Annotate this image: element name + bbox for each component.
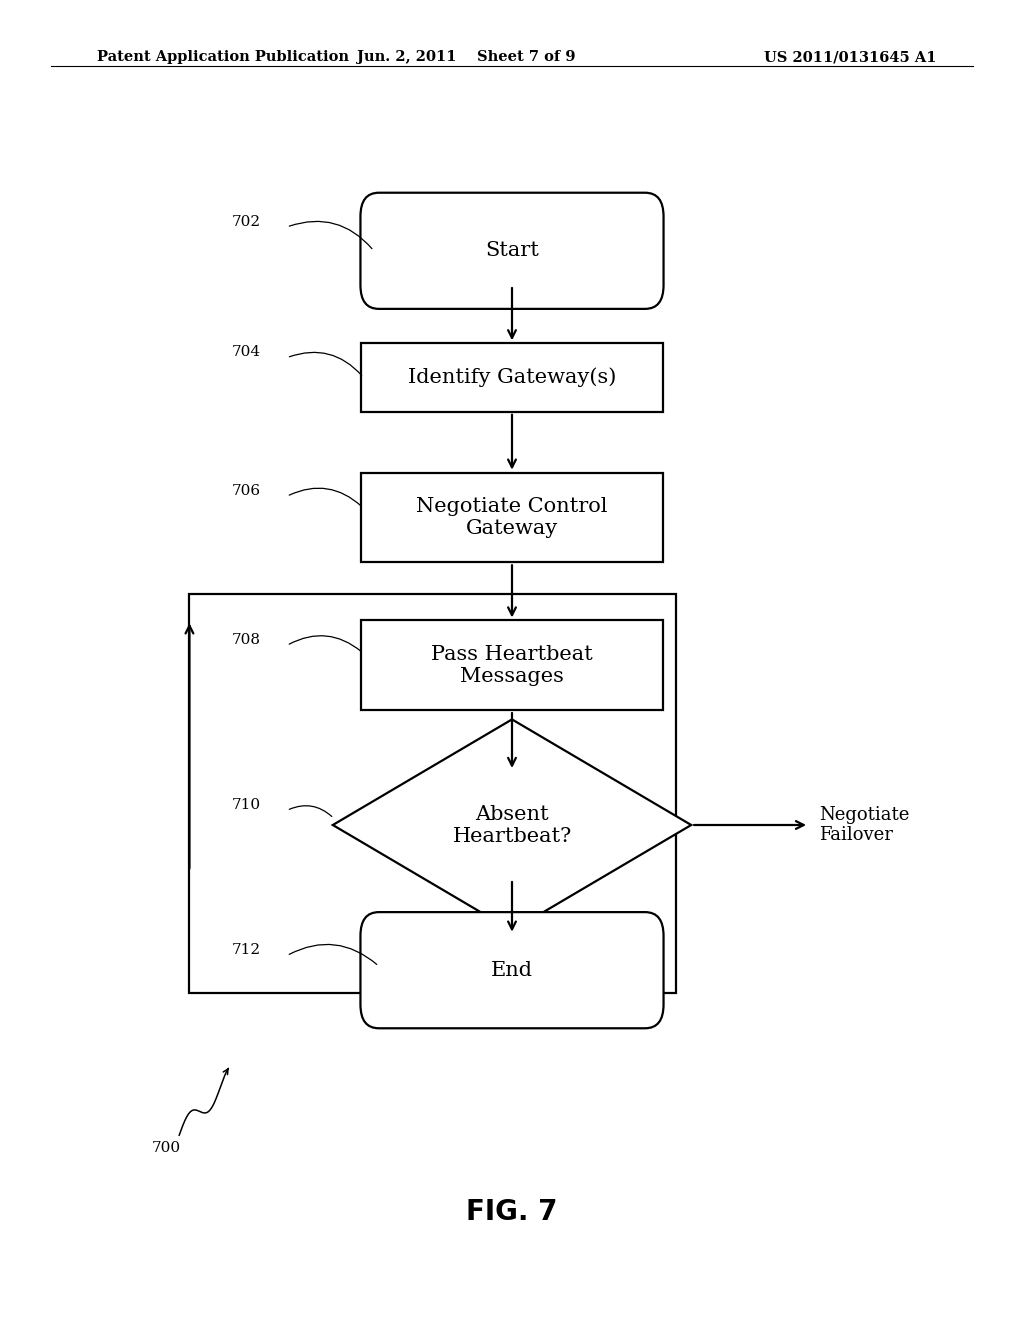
Bar [189,594,676,993]
Text: 702: 702 [232,215,261,228]
Text: FIG. 7: FIG. 7 [466,1197,558,1226]
Text: US 2011/0131645 A1: US 2011/0131645 A1 [765,50,937,65]
Text: Identify Gateway(s): Identify Gateway(s) [408,368,616,387]
Text: Patent Application Publication: Patent Application Publication [97,50,349,65]
Polygon shape [333,719,691,931]
Bar [361,343,664,412]
Text: 710: 710 [232,799,261,812]
Text: Jun. 2, 2011    Sheet 7 of 9: Jun. 2, 2011 Sheet 7 of 9 [356,50,575,65]
Text: 706: 706 [232,484,261,498]
Text: 708: 708 [232,634,261,647]
Text: Absent
Heartbeat?: Absent Heartbeat? [453,804,571,846]
Text: 700: 700 [152,1142,180,1155]
Text: Negotiate
Failover: Negotiate Failover [819,805,909,845]
Bar [361,473,664,562]
Text: 712: 712 [232,944,261,957]
Text: End: End [490,961,534,979]
Text: Negotiate Control
Gateway: Negotiate Control Gateway [416,496,608,539]
Bar [361,620,664,710]
Text: Pass Heartbeat
Messages: Pass Heartbeat Messages [431,644,593,686]
Text: Start: Start [485,242,539,260]
FancyBboxPatch shape [360,912,664,1028]
Text: 704: 704 [232,346,261,359]
FancyBboxPatch shape [360,193,664,309]
